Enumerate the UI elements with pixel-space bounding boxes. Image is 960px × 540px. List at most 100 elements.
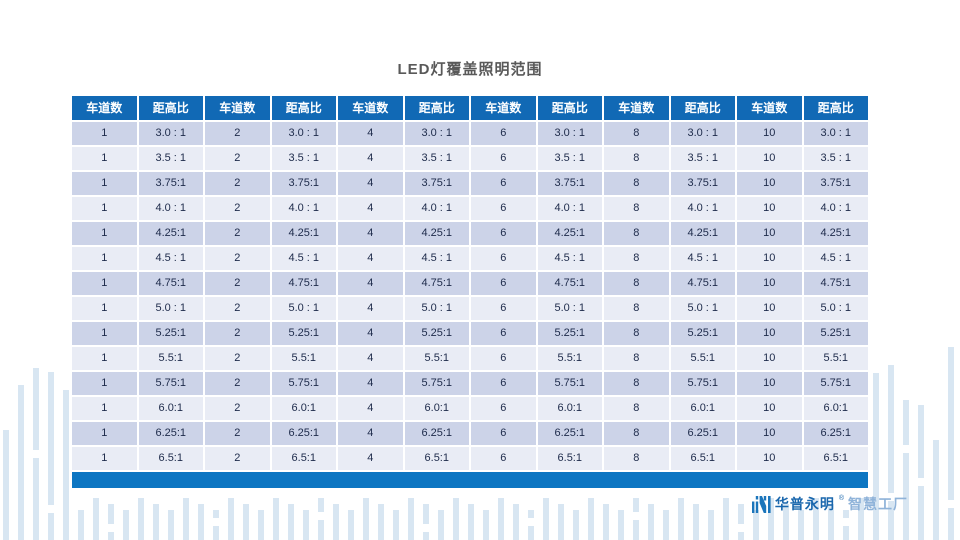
lane-cell: 1 bbox=[72, 197, 137, 220]
lane-cell: 10 bbox=[737, 147, 802, 170]
lane-cell: 10 bbox=[737, 122, 802, 145]
col-header-lanes: 车道数 bbox=[72, 96, 137, 120]
deco-bar bbox=[228, 498, 234, 540]
deco-bar bbox=[588, 498, 594, 540]
lane-cell: 2 bbox=[205, 397, 270, 420]
lane-cell: 6 bbox=[471, 297, 536, 320]
lane-cell: 10 bbox=[737, 447, 802, 470]
ratio-cell: 3.75:1 bbox=[803, 172, 868, 195]
lane-cell: 1 bbox=[72, 297, 137, 320]
ratio-cell: 5.5:1 bbox=[271, 347, 336, 370]
lane-cell: 1 bbox=[72, 247, 137, 270]
deco-bar bbox=[423, 532, 429, 540]
lane-cell: 10 bbox=[737, 172, 802, 195]
lane-cell: 1 bbox=[72, 172, 137, 195]
deco-bar bbox=[828, 504, 834, 540]
deco-bar bbox=[813, 498, 819, 540]
lane-cell: 8 bbox=[604, 272, 669, 295]
ratio-cell: 4.75:1 bbox=[404, 272, 469, 295]
deco-bar bbox=[948, 347, 954, 500]
lane-cell: 2 bbox=[205, 322, 270, 345]
deco-bar bbox=[753, 510, 759, 540]
lane-cell: 8 bbox=[604, 397, 669, 420]
ratio-cell: 5.75:1 bbox=[138, 372, 203, 395]
deco-bar bbox=[273, 498, 279, 540]
factory-icon bbox=[751, 495, 771, 513]
col-header-lanes: 车道数 bbox=[604, 96, 669, 120]
ratio-cell: 5.0 : 1 bbox=[138, 297, 203, 320]
deco-bar bbox=[408, 498, 414, 540]
deco-bar bbox=[318, 498, 324, 512]
deco-bar bbox=[903, 400, 909, 445]
lane-cell: 1 bbox=[72, 347, 137, 370]
ratio-cell: 6.0:1 bbox=[404, 397, 469, 420]
deco-bar bbox=[888, 365, 894, 493]
deco-bar bbox=[528, 526, 534, 540]
deco-bar bbox=[468, 504, 474, 540]
lane-cell: 10 bbox=[737, 322, 802, 345]
lane-cell: 10 bbox=[737, 397, 802, 420]
ratio-cell: 5.5:1 bbox=[670, 347, 735, 370]
lane-cell: 4 bbox=[338, 122, 403, 145]
deco-bar bbox=[693, 504, 699, 540]
brand-name: 华普永明 bbox=[774, 496, 835, 512]
deco-bar bbox=[48, 372, 54, 505]
lane-cell: 6 bbox=[471, 197, 536, 220]
deco-bar bbox=[93, 498, 99, 540]
lane-cell: 1 bbox=[72, 322, 137, 345]
deco-bar bbox=[738, 532, 744, 540]
lane-cell: 6 bbox=[471, 322, 536, 345]
ratio-cell: 4.5 : 1 bbox=[537, 247, 602, 270]
ratio-cell: 6.5:1 bbox=[138, 447, 203, 470]
deco-bar bbox=[183, 498, 189, 540]
deco-bar bbox=[348, 510, 354, 540]
col-header-ratio: 距高比 bbox=[537, 96, 602, 120]
lane-cell: 4 bbox=[338, 397, 403, 420]
ratio-cell: 6.25:1 bbox=[404, 422, 469, 445]
deco-bar bbox=[288, 504, 294, 540]
lane-cell: 8 bbox=[604, 172, 669, 195]
lane-cell: 8 bbox=[604, 322, 669, 345]
ratio-cell: 4.0 : 1 bbox=[138, 197, 203, 220]
ratio-cell: 6.5:1 bbox=[537, 447, 602, 470]
lane-cell: 8 bbox=[604, 347, 669, 370]
deco-bar bbox=[333, 504, 339, 540]
lane-cell: 8 bbox=[604, 122, 669, 145]
deco-bar bbox=[603, 504, 609, 540]
ratio-cell: 4.75:1 bbox=[138, 272, 203, 295]
deco-bar bbox=[138, 498, 144, 540]
lane-cell: 4 bbox=[338, 422, 403, 445]
ratio-cell: 5.0 : 1 bbox=[803, 297, 868, 320]
col-header-lanes: 车道数 bbox=[338, 96, 403, 120]
lane-cell: 2 bbox=[205, 247, 270, 270]
deco-bar bbox=[843, 510, 849, 518]
ratio-cell: 6.0:1 bbox=[537, 397, 602, 420]
col-header-ratio: 距高比 bbox=[138, 96, 203, 120]
deco-bar bbox=[18, 385, 24, 540]
ratio-cell: 3.0 : 1 bbox=[404, 122, 469, 145]
lane-cell: 2 bbox=[205, 422, 270, 445]
lane-cell: 10 bbox=[737, 372, 802, 395]
lane-cell: 6 bbox=[471, 147, 536, 170]
ratio-cell: 3.0 : 1 bbox=[271, 122, 336, 145]
lane-cell: 2 bbox=[205, 372, 270, 395]
lane-cell: 6 bbox=[471, 247, 536, 270]
ratio-cell: 4.25:1 bbox=[138, 222, 203, 245]
lane-cell: 6 bbox=[471, 347, 536, 370]
lane-cell: 6 bbox=[471, 122, 536, 145]
deco-bar bbox=[918, 486, 924, 540]
lane-cell: 2 bbox=[205, 347, 270, 370]
deco-bar bbox=[543, 498, 549, 540]
deco-bar bbox=[498, 498, 504, 540]
col-header-lanes: 车道数 bbox=[471, 96, 536, 120]
deco-bar bbox=[858, 498, 864, 540]
deco-bar bbox=[108, 532, 114, 540]
ratio-cell: 3.5 : 1 bbox=[404, 147, 469, 170]
coverage-table: 车道数 距高比 车道数 距高比 车道数 距高比 车道数 距高比 车道数 距高比 车道数 距高比 1 3.0… bbox=[72, 96, 868, 488]
ratio-cell: 3.0 : 1 bbox=[670, 122, 735, 145]
lane-cell: 1 bbox=[72, 447, 137, 470]
lane-cell: 8 bbox=[604, 372, 669, 395]
lane-cell: 2 bbox=[205, 447, 270, 470]
lane-cell: 4 bbox=[338, 347, 403, 370]
ratio-cell: 5.0 : 1 bbox=[537, 297, 602, 320]
